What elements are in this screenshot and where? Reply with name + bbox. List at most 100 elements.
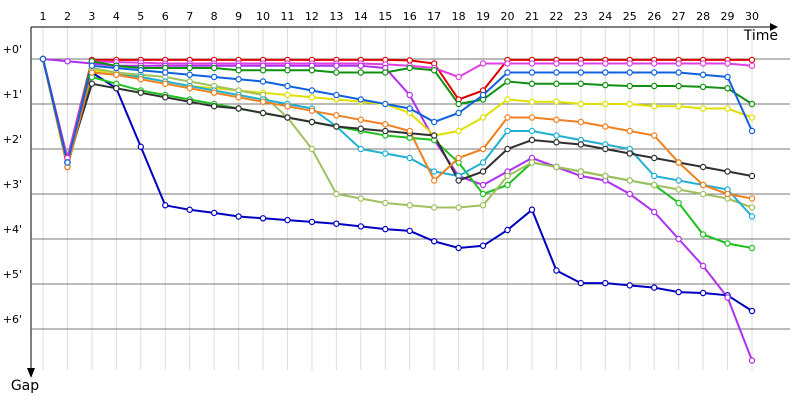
series-point [504,181,511,189]
series-point [651,154,658,162]
series-point [724,85,731,92]
series-point [699,231,707,238]
series-point [553,80,560,87]
series-point [479,60,487,67]
series-line [42,58,752,159]
series-point [357,116,365,123]
series-line [42,58,753,168]
series-point [382,100,389,108]
series-point [357,96,365,103]
x-tick-label: 5 [137,10,144,23]
x-tick-label: 11 [280,10,294,23]
series-point [504,114,511,121]
series-point [137,76,144,83]
series-point [626,100,633,108]
series-point [235,76,242,83]
series-point [675,82,682,90]
x-axis-arrow [770,23,778,31]
series-point [748,172,756,180]
series-point [504,127,511,135]
series-line [42,58,753,312]
series-point [137,89,144,96]
series-point [162,69,169,76]
series-point [675,199,682,207]
series-point [553,132,560,139]
series-point [259,78,267,85]
x-tick-label: 16 [403,10,417,23]
series-point [259,98,267,105]
y-axis-arrow [27,368,35,378]
series-point [553,163,560,171]
series-point [577,80,585,87]
series-point [626,150,633,157]
series-point [235,213,242,220]
series-point [259,109,267,117]
y-tick-label: +4' [3,223,22,236]
x-tick-label: 10 [256,10,270,23]
series-point [382,69,389,76]
series-point [430,168,438,175]
series-point [455,100,462,108]
series-point [748,244,756,252]
series-point [699,105,707,112]
series-point [333,190,340,198]
series-point [284,67,291,74]
series-point [333,123,340,130]
series-point [284,82,291,90]
series-point [724,240,731,247]
series-point [553,116,560,123]
series-point [455,127,462,135]
x-tick-label: 17 [427,10,441,23]
series-point [382,121,389,128]
series-point [748,204,756,211]
x-tick-label: 7 [186,10,193,23]
series-point [88,69,96,76]
x-tick-label: 26 [647,10,661,23]
series-point [675,159,682,166]
series-point [88,62,96,69]
series-point [88,80,96,87]
series-point [651,69,658,76]
series-point [528,80,536,87]
series-point [308,94,316,101]
series-point [479,91,487,99]
series-point [406,91,413,99]
series-point [675,60,682,67]
series-point [210,73,218,81]
x-tick-label: 28 [696,10,710,23]
series-point [382,225,389,233]
series-point [455,154,462,162]
series-point [626,82,633,90]
series-point [357,145,365,153]
series-point [479,242,487,249]
series-point [748,195,756,202]
series-point [64,58,71,65]
series-point [748,213,756,220]
series-point [284,216,291,224]
x-tick-label: 8 [211,10,218,23]
x-tick-label: 22 [549,10,563,23]
x-tick-label: 23 [574,10,588,23]
series-point [626,177,633,184]
series-point [626,127,633,135]
series-point [406,64,413,72]
series-point [528,98,536,105]
series-line [42,58,753,163]
series-point [308,67,316,74]
series-point [504,96,511,103]
series-point [479,190,487,198]
series-point [39,55,47,63]
series-point [430,67,438,74]
series-point [675,69,682,76]
series-point [724,60,731,67]
series-point [382,127,389,135]
series-point [724,168,731,175]
series-line [42,58,753,209]
y-tick-label: +2' [3,133,22,146]
series-point [528,136,536,144]
series-point [430,238,438,245]
series-point [699,262,707,270]
series-point [357,62,365,69]
series-point [430,118,438,126]
series-point [504,172,511,180]
